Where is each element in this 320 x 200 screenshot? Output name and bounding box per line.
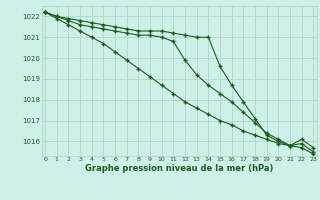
X-axis label: Graphe pression niveau de la mer (hPa): Graphe pression niveau de la mer (hPa): [85, 164, 273, 173]
